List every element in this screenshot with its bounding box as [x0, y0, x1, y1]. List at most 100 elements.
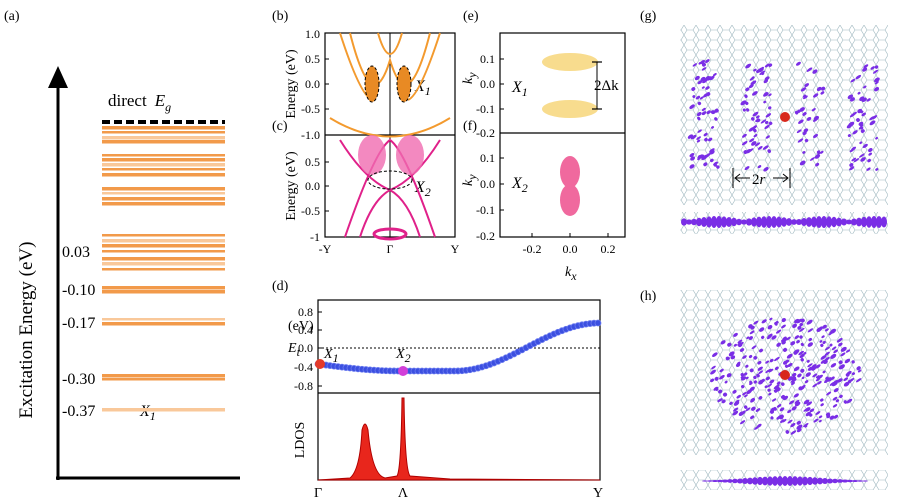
- gap-text: direct: [108, 91, 147, 110]
- axis-label: Energy (eV): [284, 49, 299, 119]
- wavefunction: [719, 368, 724, 373]
- wavefunction: [691, 218, 697, 226]
- panel-label: (h): [640, 289, 657, 304]
- wavefunction: [714, 376, 719, 381]
- wavefunction: [802, 112, 807, 116]
- tick-label: -0.2: [476, 229, 495, 243]
- wavefunction: [750, 397, 755, 402]
- wavefunction: [784, 364, 789, 368]
- wavefunction: [753, 375, 757, 380]
- wavefunction: [741, 219, 747, 225]
- wavefunction: [787, 419, 793, 424]
- wavefunction: [772, 476, 778, 486]
- tick-label: 0.4: [298, 323, 313, 337]
- wavefunction: [799, 107, 805, 112]
- wavefunction: [761, 335, 765, 339]
- wavefunction: [799, 322, 803, 327]
- wavefunction: [733, 332, 738, 337]
- wavefunction: [703, 162, 708, 167]
- level-label: -0.37: [62, 403, 95, 420]
- wavefunction: [749, 330, 755, 335]
- wavefunction: [818, 326, 823, 331]
- wavefunction: [826, 216, 832, 228]
- wavefunction: [812, 383, 818, 388]
- wavefunction: [742, 133, 747, 138]
- wavefunction: [836, 337, 843, 343]
- annotation: 2r: [752, 172, 766, 188]
- gap-symbol: E: [154, 91, 166, 110]
- wavefunction: [773, 389, 778, 393]
- wavefunction: [832, 404, 838, 408]
- wavefunction: [690, 134, 697, 140]
- wavefunction: [868, 152, 872, 156]
- wavefunction: [777, 476, 783, 486]
- wavefunction: [760, 66, 764, 70]
- wavefunction: [780, 382, 785, 386]
- wavefunction: [802, 131, 807, 136]
- wavefunction: [767, 325, 773, 330]
- wavefunction: [731, 217, 737, 227]
- wavefunction: [806, 217, 812, 227]
- wavefunction: [704, 137, 708, 142]
- wavefunction: [857, 91, 861, 95]
- wavefunction: [696, 112, 702, 117]
- wavefunction: [795, 61, 801, 66]
- wavefunction: [774, 366, 779, 370]
- wavefunction: [840, 352, 846, 357]
- wavefunction: [690, 156, 695, 161]
- wavefunction: [825, 377, 832, 382]
- wavefunction: [811, 366, 817, 371]
- wavefunction: [699, 96, 704, 100]
- wavefunction: [704, 59, 710, 63]
- tick-label: -0.4: [294, 360, 313, 374]
- wavefunction: [793, 350, 798, 355]
- wavefunction: [765, 135, 770, 139]
- wavefunction: [726, 216, 732, 228]
- wavefunction: [752, 477, 758, 485]
- wavefunction: [843, 377, 849, 382]
- wavefunction: [842, 479, 848, 483]
- axis-symbol: E: [287, 341, 297, 356]
- wavefunction: [701, 107, 706, 112]
- wavefunction: [806, 67, 813, 72]
- wavefunction: [793, 393, 799, 398]
- wavefunction: [803, 95, 808, 100]
- wavefunction: [820, 91, 825, 95]
- wavefunction: [835, 399, 840, 403]
- level: [102, 192, 225, 195]
- wavefunction: [785, 359, 790, 363]
- wavefunction: [762, 145, 769, 150]
- wavefunction: [758, 370, 764, 375]
- wavefunction: [745, 87, 750, 92]
- wavefunction: [785, 430, 790, 434]
- wavefunction: [831, 376, 835, 380]
- wavefunction: [716, 216, 722, 228]
- band-highlight: [367, 170, 413, 190]
- wavefunction: [717, 479, 723, 483]
- wavefunction: [806, 401, 813, 406]
- wavefunction: [792, 372, 797, 377]
- wavefunction: [852, 111, 857, 116]
- wavefunction: [757, 360, 762, 365]
- tick-label: -0.2: [476, 126, 495, 140]
- wavefunction: [801, 384, 806, 388]
- tick-label: 0.0: [305, 179, 320, 193]
- wavefunction: [815, 375, 820, 379]
- wavefunction: [768, 392, 772, 396]
- wavefunction: [746, 218, 752, 226]
- wavefunction: [712, 73, 717, 77]
- axis-label: Excitation Energy (eV): [16, 242, 37, 419]
- wavefunction: [768, 63, 773, 67]
- wavefunction: [867, 158, 871, 163]
- wavefunction: [769, 317, 773, 321]
- wavefunction: [768, 121, 773, 126]
- level: [102, 131, 225, 134]
- wavefunction: [713, 161, 719, 166]
- wavefunction: [743, 150, 748, 155]
- tick-label: 0.0: [305, 77, 320, 91]
- tick-label: 0.5: [305, 155, 320, 169]
- wavefunction: [874, 81, 879, 85]
- wavefunction: [815, 162, 820, 167]
- wavefunction: [771, 216, 777, 228]
- wavefunction: [849, 163, 854, 167]
